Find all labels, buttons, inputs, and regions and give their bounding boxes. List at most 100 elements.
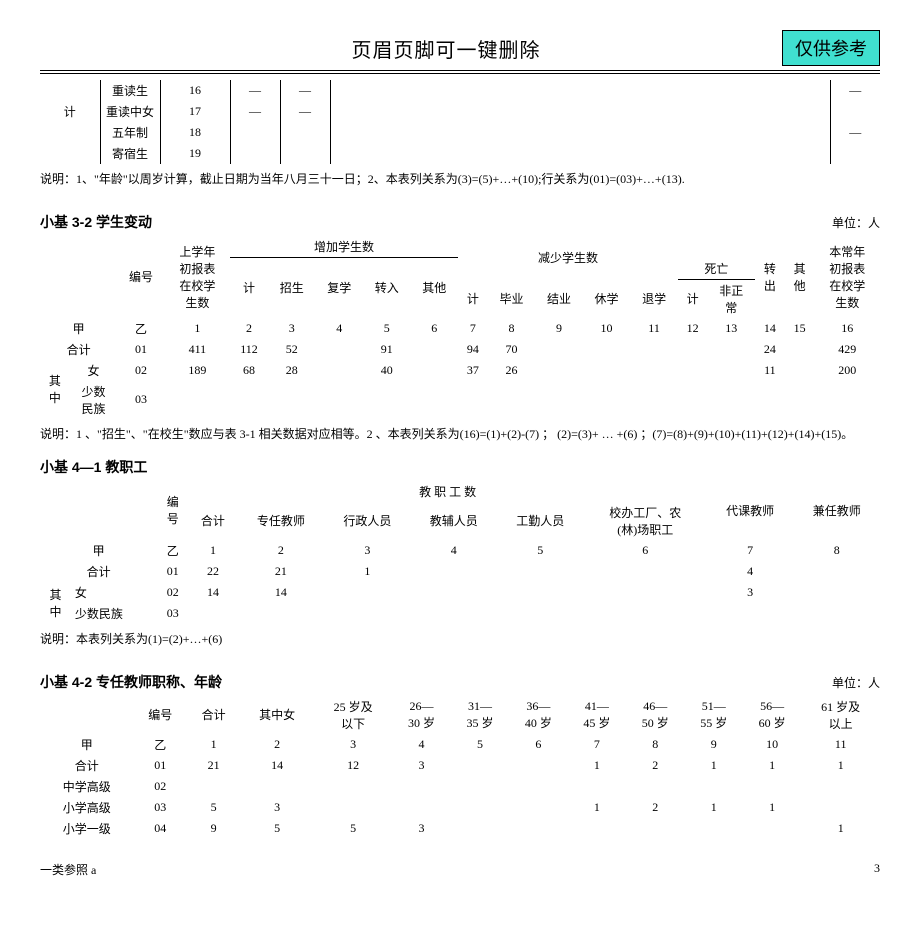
unit-42: 单位：人: [832, 674, 880, 691]
header-rule: [40, 73, 880, 74]
h-out: 转出: [755, 236, 785, 318]
section-title-41: 小基 4—1 教职工: [40, 457, 880, 477]
cell: [411, 360, 459, 381]
cell: 1: [801, 755, 880, 776]
cell: [187, 776, 240, 797]
col-num: 16: [814, 318, 880, 339]
cell: 14: [240, 755, 313, 776]
row-code: 01: [134, 755, 187, 776]
t1-c1: —: [230, 101, 280, 122]
cell: [316, 339, 364, 360]
cell: 3: [392, 818, 450, 839]
table1-note: 说明：1、"年龄"以周岁计算，截止日期为当年八月三十一日；2、本表列关系为(3)…: [40, 170, 880, 188]
t1-label: 五年制: [100, 122, 160, 143]
cell: 3: [392, 755, 450, 776]
t1-c2: —: [280, 80, 330, 101]
col-num: 1: [165, 318, 230, 339]
cell: [583, 381, 631, 419]
h-death: 死亡: [678, 258, 755, 280]
cell: [626, 818, 684, 839]
row-label: 小学一级: [40, 818, 134, 839]
cell: [568, 776, 626, 797]
cell: 22: [188, 561, 237, 582]
cell: 4: [707, 561, 793, 582]
table-32: 编号上学年初报表在校学生数增加学生数减少学生数转出其他本常年初报表在校学生数计招…: [40, 236, 880, 419]
side-ji: 计: [40, 101, 100, 122]
h: 合计: [187, 696, 240, 734]
section-title-42: 小基 4-2 专任教师职称、年龄: [40, 672, 222, 692]
cell: 21: [238, 561, 324, 582]
cell: [363, 381, 411, 419]
cell: [793, 582, 880, 603]
cell: 1: [743, 797, 801, 818]
h-dec-sub: 计: [458, 279, 488, 318]
col-num: 10: [743, 734, 801, 755]
cell: [165, 381, 230, 419]
cell: [630, 360, 678, 381]
col-num: 9: [535, 318, 583, 339]
cell: 1: [801, 818, 880, 839]
t1-c2: —: [280, 101, 330, 122]
col-num: 3: [314, 734, 392, 755]
col-num: 13: [708, 318, 756, 339]
t1-num: 19: [160, 143, 230, 164]
col-num: 11: [630, 318, 678, 339]
h-dec-sub: 结业: [535, 279, 583, 318]
cell: 52: [268, 339, 316, 360]
cell: 2: [626, 755, 684, 776]
h: 校办工厂、农(林)场职工: [583, 502, 707, 540]
h-inc-sub: 复学: [316, 258, 364, 318]
row-label: 女: [71, 582, 157, 603]
h: 工勤人员: [497, 502, 583, 540]
cell: 24: [755, 339, 785, 360]
col-num: 6: [411, 318, 459, 339]
cell: [785, 360, 815, 381]
cell: [630, 381, 678, 419]
col-num: 11: [801, 734, 880, 755]
t1-cend: —: [830, 122, 880, 143]
cell: [785, 339, 815, 360]
cell: 429: [814, 339, 880, 360]
cell: [314, 797, 392, 818]
cell: [678, 339, 708, 360]
row-label: 中学高级: [40, 776, 134, 797]
t1-c2: [280, 143, 330, 164]
h: 其中女: [240, 696, 313, 734]
cell: [316, 381, 364, 419]
cell: [316, 360, 364, 381]
cell: [583, 561, 707, 582]
row-label: 合计: [40, 561, 157, 582]
row-code: 01: [157, 561, 188, 582]
row-code: 02: [117, 360, 165, 381]
cell: [392, 797, 450, 818]
cell: 2: [626, 797, 684, 818]
col-num: 1: [187, 734, 240, 755]
cell: 9: [187, 818, 240, 839]
h-dec-sub: 退学: [630, 279, 678, 318]
cell: [392, 776, 450, 797]
cell: [630, 339, 678, 360]
h-prev: 上学年初报表在校学生数: [165, 236, 230, 318]
footer-left: 一类参照 a: [40, 861, 96, 878]
row-code: 02: [157, 582, 188, 603]
cell: [497, 603, 583, 624]
t1-num: 18: [160, 122, 230, 143]
cell: [678, 381, 708, 419]
cell: 68: [230, 360, 268, 381]
row-code: 02: [134, 776, 187, 797]
h-inc-sub: 招生: [268, 258, 316, 318]
cell: [458, 381, 488, 419]
t1-c1: [230, 143, 280, 164]
table-42: 编号合计其中女25 岁及以下26—30 岁31—35 岁36—40 岁41—45…: [40, 696, 880, 839]
cell: [314, 776, 392, 797]
t1-c1: —: [230, 80, 280, 101]
page-header: 页眉页脚可一键删除 仅供参考: [40, 30, 880, 71]
cell: 5: [187, 797, 240, 818]
cell: [451, 818, 509, 839]
cell: [583, 339, 631, 360]
cell: 3: [707, 582, 793, 603]
cell: [707, 603, 793, 624]
cell: [583, 582, 707, 603]
h: 行政人员: [324, 502, 410, 540]
cell: 1: [685, 797, 743, 818]
